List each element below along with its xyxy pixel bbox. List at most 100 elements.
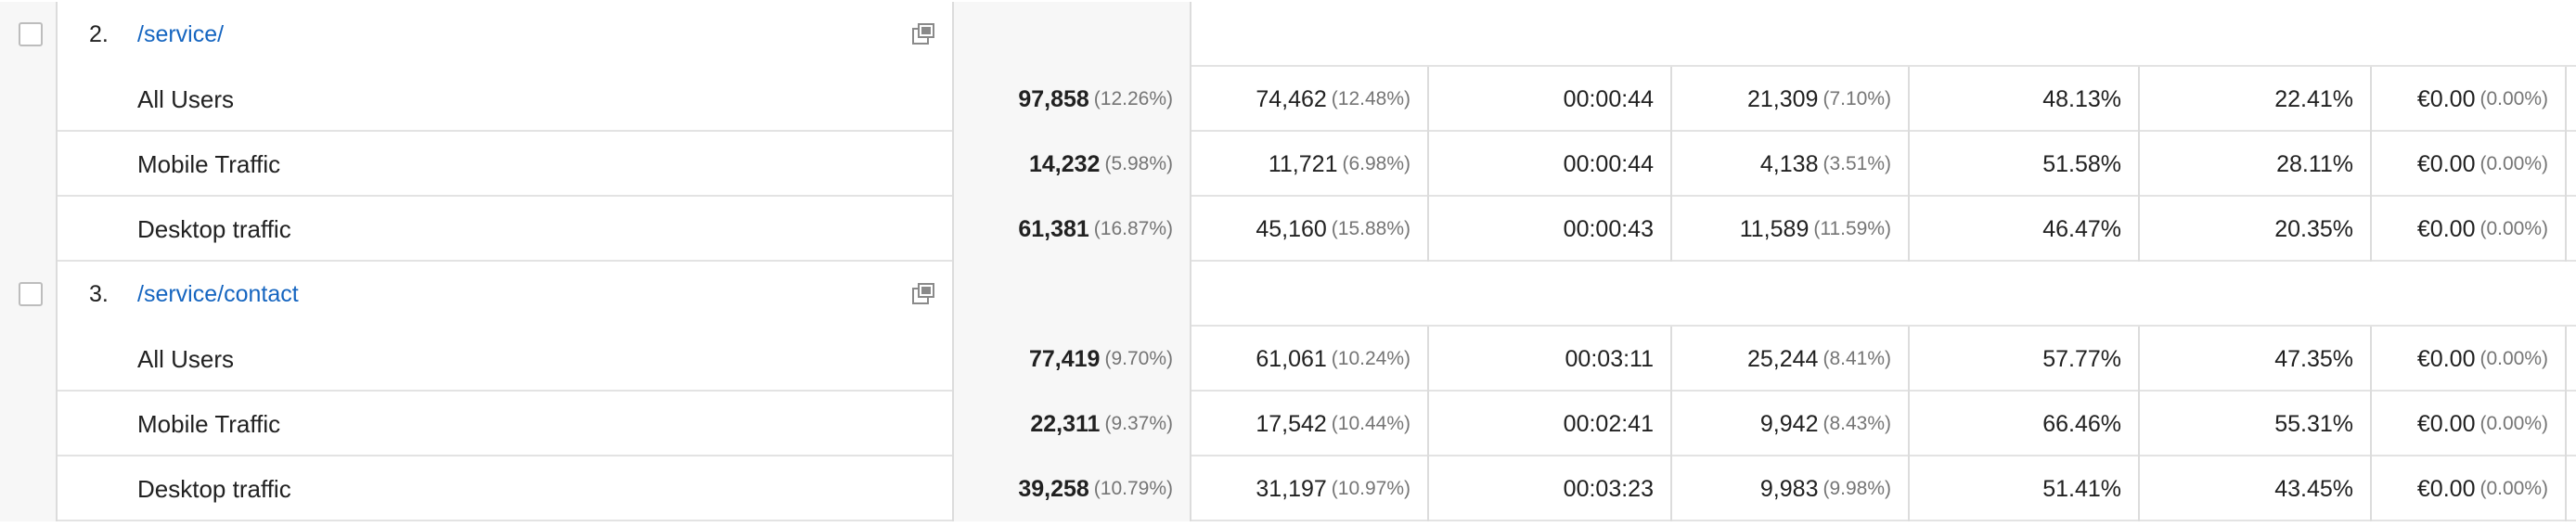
segment-row: Mobile Traffic 14,232 (5.98%) 11,721 (6.98%)… — [0, 132, 2576, 197]
metric-blank-cell — [954, 2, 1191, 67]
metric-value: 57.77% — [2042, 345, 2121, 372]
metric-value: 51.58% — [2042, 150, 2121, 177]
metric-cell: €0.00 (0.00%) — [2372, 456, 2567, 521]
metric-cell: 17,542 (10.44%) — [1191, 392, 1429, 456]
segment-label: Mobile Traffic — [137, 149, 281, 178]
checkbox-gutter — [0, 392, 58, 456]
metric-percentage: (3.51%) — [1823, 153, 1891, 174]
metric-cell: €0.00 (0.00%) — [2372, 327, 2567, 392]
metric-value: 4,138 — [1759, 150, 1819, 177]
metric-cell: 20.35% — [2140, 197, 2372, 262]
metric-cell: €0.00 (0.00%) — [2372, 67, 2567, 132]
metric-value: 25,244 — [1747, 345, 1819, 372]
popout-icon[interactable] — [911, 282, 935, 306]
metric-value: 9,983 — [1759, 475, 1819, 502]
metric-percentage: (8.41%) — [1823, 348, 1891, 369]
metric-cell: 74,462 (12.48%) — [1191, 67, 1429, 132]
metric-cell: 51.58% — [1910, 132, 2140, 197]
metric-value: 61,381 — [1018, 215, 1089, 242]
checkbox-cell — [0, 262, 58, 327]
metric-value: 77,419 — [1029, 345, 1101, 372]
metric-percentage: (0.00%) — [2479, 218, 2548, 239]
metric-cell: 77,419 (9.70%) — [954, 327, 1191, 392]
page-name-cell: 2. /service/ — [58, 2, 954, 67]
segment-label: All Users — [137, 84, 235, 113]
metric-cell: 00:02:41 — [1429, 392, 1672, 456]
metric-value: 61,061 — [1256, 345, 1327, 372]
metric-percentage: (0.00%) — [2479, 88, 2548, 109]
segment-label: Desktop traffic — [137, 474, 291, 503]
checkbox-gutter — [0, 67, 58, 132]
metric-percentage: (6.98%) — [1342, 153, 1410, 174]
page-path-link[interactable]: /service/contact — [137, 280, 299, 307]
metric-cell: 28.11% — [2140, 132, 2372, 197]
metric-value: 00:03:23 — [1563, 475, 1654, 502]
metric-cell: 9,983 (9.98%) — [1672, 456, 1910, 521]
metric-cell: 9,942 (8.43%) — [1672, 392, 1910, 456]
metric-cell: 48.13% — [1910, 67, 2140, 132]
metric-cell: 39,258 (10.79%) — [954, 456, 1191, 521]
metric-cell: 00:03:11 — [1429, 327, 1672, 392]
segment-row: All Users 77,419 (9.70%) 61,061 (10.24%) 00:0… — [0, 327, 2576, 392]
metric-cell: 25,244 (8.41%) — [1672, 327, 1910, 392]
segment-label-cell: Desktop traffic — [58, 197, 954, 262]
metric-percentage: (9.98%) — [1823, 478, 1891, 499]
popout-icon[interactable] — [911, 22, 935, 46]
metric-cell: 22.41% — [2140, 67, 2372, 132]
metric-value: €0.00 — [2416, 85, 2476, 112]
metric-percentage: (12.26%) — [1093, 88, 1173, 109]
segment-label-cell: Desktop traffic — [58, 456, 954, 521]
row-rank: 2. — [89, 20, 109, 47]
metric-percentage: (15.88%) — [1331, 218, 1410, 239]
row-checkbox[interactable] — [19, 282, 43, 306]
metric-value: 00:00:44 — [1563, 150, 1654, 177]
metric-value: 66.46% — [2042, 410, 2121, 437]
metric-percentage: (9.70%) — [1104, 348, 1173, 369]
metric-cell: 61,061 (10.24%) — [1191, 327, 1429, 392]
metric-cell: 14,232 (5.98%) — [954, 132, 1191, 197]
segment-row: Desktop traffic 39,258 (10.79%) 31,197 (10.9… — [0, 456, 2576, 521]
metric-value: 48.13% — [2042, 85, 2121, 112]
segment-label-cell: All Users — [58, 67, 954, 132]
checkbox-gutter — [0, 456, 58, 521]
segment-label-cell: Mobile Traffic — [58, 132, 954, 197]
metric-blank-cell — [954, 262, 1191, 327]
metric-cell: 00:00:43 — [1429, 197, 1672, 262]
metric-cell: 31,197 (10.97%) — [1191, 456, 1429, 521]
metric-cell: 11,721 (6.98%) — [1191, 132, 1429, 197]
metric-value: 00:02:41 — [1563, 410, 1654, 437]
metric-cell: 11,589 (11.59%) — [1672, 197, 1910, 262]
metric-value: 39,258 — [1018, 475, 1089, 502]
metric-value: 55.31% — [2274, 410, 2353, 437]
metric-cell: 4,138 (3.51%) — [1672, 132, 1910, 197]
segment-label: Mobile Traffic — [137, 409, 281, 438]
metric-percentage: (9.37%) — [1104, 413, 1173, 434]
metric-value: 43.45% — [2274, 475, 2353, 502]
metric-percentage: (10.44%) — [1331, 413, 1410, 434]
metric-value: €0.00 — [2416, 345, 2476, 372]
metric-value: 11,721 — [1268, 150, 1338, 177]
metric-value: 20.35% — [2274, 215, 2353, 242]
metric-percentage: (7.10%) — [1823, 88, 1891, 109]
page-path-link[interactable]: /service/ — [137, 20, 225, 47]
page-name-cell: 3. /service/contact — [58, 262, 954, 327]
metric-cell: 51.41% — [1910, 456, 2140, 521]
page-row[interactable]: 2. /service/ — [0, 2, 2576, 67]
metric-percentage: (0.00%) — [2479, 153, 2548, 174]
metric-value: 22.41% — [2274, 85, 2353, 112]
metric-percentage: (0.00%) — [2479, 348, 2548, 369]
metric-cell: 47.35% — [2140, 327, 2372, 392]
segment-label-cell: All Users — [58, 327, 954, 392]
segment-label-cell: Mobile Traffic — [58, 392, 954, 456]
metric-value: €0.00 — [2416, 215, 2476, 242]
metric-cell: 57.77% — [1910, 327, 2140, 392]
row-checkbox[interactable] — [19, 22, 43, 46]
page-row[interactable]: 3. /service/contact — [0, 262, 2576, 327]
metric-percentage: (0.00%) — [2479, 478, 2548, 499]
metric-value: 31,197 — [1256, 475, 1327, 502]
metric-percentage: (0.00%) — [2479, 413, 2548, 434]
metric-percentage: (10.97%) — [1331, 478, 1410, 499]
metric-value: 14,232 — [1029, 150, 1101, 177]
metric-value: 00:00:44 — [1563, 85, 1654, 112]
